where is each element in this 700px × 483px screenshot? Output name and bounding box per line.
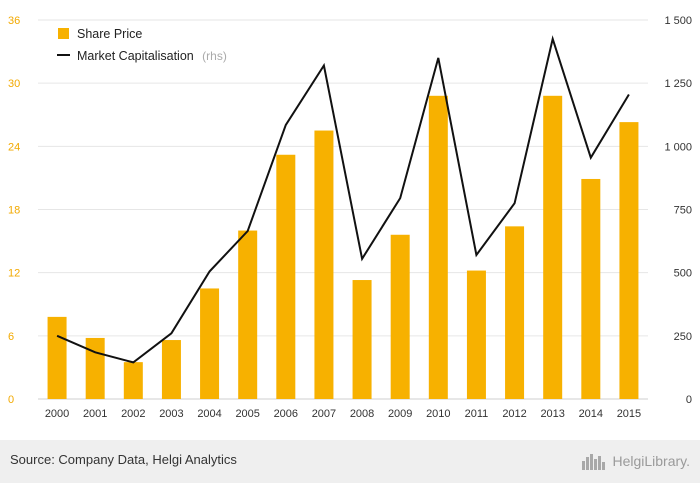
bar-share-price-2002 [123,362,143,399]
legend-label-market-cap: Market Capitalisation [77,49,194,63]
bar-share-price-2000 [47,316,67,399]
skyline-icon [582,454,606,470]
x-tick-2012: 2012 [502,408,526,420]
x-tick-2000: 2000 [45,408,69,420]
helgi-library-logo: HelgiLibrary. [582,449,690,473]
y-tick-left: 24 [8,141,20,153]
y-tick-left: 6 [8,331,14,343]
y-tick-left: 0 [8,394,14,406]
y-tick-left: 30 [8,78,20,90]
x-tick-2013: 2013 [540,408,564,420]
x-tick-2010: 2010 [426,408,450,420]
y-tick-right: 750 [674,205,692,217]
x-tick-2015: 2015 [617,408,641,420]
y-tick-left: 12 [8,268,20,280]
x-tick-2009: 2009 [388,408,412,420]
bar-share-price-2005 [238,230,258,399]
source-note: Source: Company Data, Helgi Analytics [10,452,237,467]
x-tick-2014: 2014 [579,408,603,420]
bar-share-price-2007 [314,130,334,399]
y-tick-left: 36 [8,15,20,27]
x-tick-2005: 2005 [235,408,259,420]
bar-share-price-2015 [619,122,639,399]
y-tick-right: 0 [686,394,692,406]
bar-share-price-2006 [276,154,296,399]
gridlines [38,19,648,400]
x-tick-2008: 2008 [350,408,374,420]
y-axis-right-labels: 0 250 500 750 1 000 1 250 1 500 [664,15,692,406]
bar-share-price-2003 [161,340,181,399]
market-cap-line [56,35,630,364]
bar-share-price-2013 [543,95,563,400]
legend-entry-market-cap: Market Capitalisation (rhs) [77,47,227,64]
bar-share-price-2011 [466,270,486,399]
share-price-bars [47,95,639,400]
x-tick-2001: 2001 [83,408,107,420]
legend-label-rhs: (rhs) [202,49,227,63]
bar-share-price-2008 [352,280,372,399]
legend: Share Price Market Capitalisation (rhs) [57,27,227,64]
y-tick-right: 1 250 [664,78,692,90]
y-tick-right: 500 [674,268,692,280]
legend-label-share-price: Share Price [77,27,142,41]
x-tick-2004: 2004 [197,408,221,420]
y-tick-right: 1 000 [664,141,692,153]
logo-text: HelgiLibrary. [612,453,690,469]
footer-bar: Source: Company Data, Helgi Analytics He… [0,440,700,483]
y-tick-left: 18 [8,205,20,217]
bar-share-price-2004 [200,288,220,399]
y-tick-right: 250 [674,331,692,343]
bar-share-price-2012 [505,226,525,399]
bar-share-price-2014 [581,178,601,399]
y-axis-left-labels: 0 6 12 18 24 30 36 [8,15,20,406]
bar-share-price-2009 [390,234,410,399]
x-tick-2007: 2007 [312,408,336,420]
y-tick-right: 1 500 [664,15,692,27]
x-tick-2011: 2011 [465,408,489,420]
x-axis-labels: 2000 2001 2002 2003 2004 2005 2006 2007 2008 2009… [45,408,641,420]
x-tick-2006: 2006 [274,408,298,420]
legend-swatch-share-price [58,28,69,39]
x-tick-2002: 2002 [121,408,145,420]
x-tick-2003: 2003 [159,408,183,420]
market-cap-line-layer [56,35,630,364]
bar-share-price-2010 [428,95,448,400]
bar-share-price-2001 [85,337,105,399]
combo-chart: 2000 2001 2002 2003 2004 2005 2006 2007 2008 2009… [8,15,692,420]
